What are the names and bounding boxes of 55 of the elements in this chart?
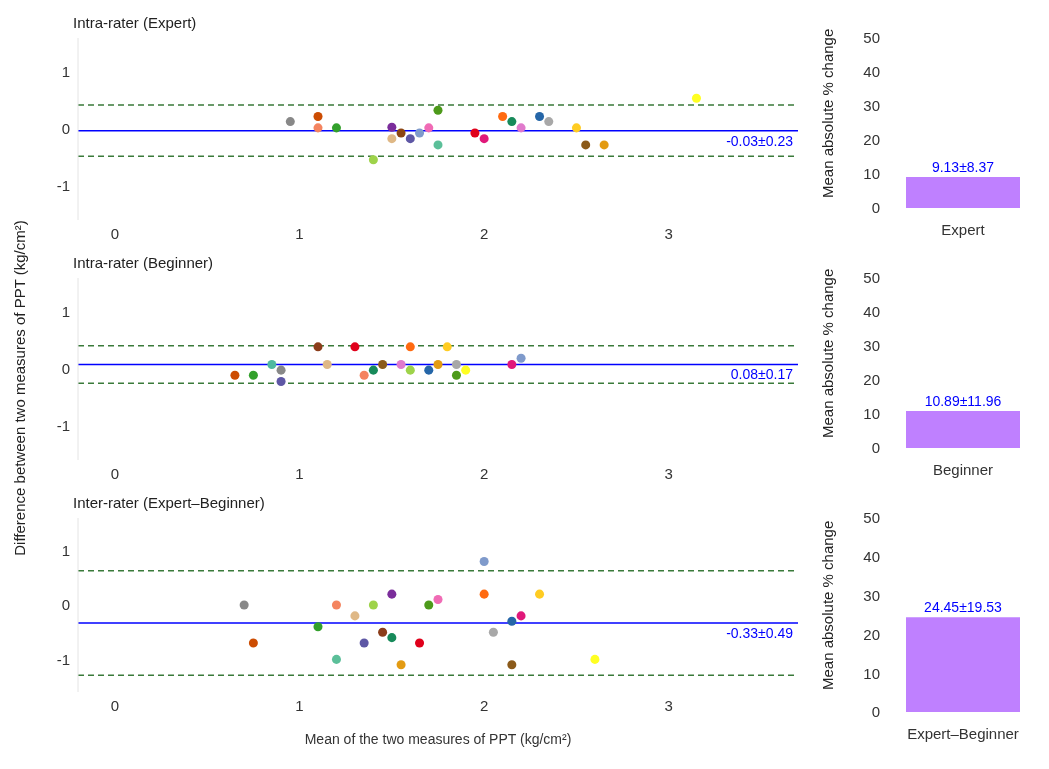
x-tick-label: 2 [479, 696, 489, 714]
y-tick-label: 1 [61, 541, 70, 559]
y-tick-label: 0 [61, 360, 70, 378]
y-axis-title: Mean absolute % change [819, 28, 837, 198]
ref-line-label: -0.03±0.23 [726, 132, 794, 149]
chart-title: Intra-rater (Expert) [73, 14, 197, 31]
y-tick-label: 40 [863, 548, 880, 566]
y-tick-label: 30 [863, 586, 880, 604]
y-tick-label: -1 [56, 650, 70, 668]
x-tick-label: 1 [295, 224, 304, 242]
y-tick-label: 50 [863, 269, 880, 287]
y-axis-title: Mean absolute % change [819, 268, 837, 438]
y-tick-label: 1 [61, 303, 70, 321]
x-tick-label: 1 [295, 464, 304, 482]
y-tick-label: 10 [863, 405, 880, 423]
y-tick-label: 0 [61, 596, 70, 614]
y-tick-label: 0 [871, 199, 880, 217]
y-tick-label: -1 [56, 177, 70, 195]
y-tick-label: 40 [863, 63, 880, 81]
y-tick-label: 40 [863, 303, 880, 321]
x-tick-label: Expert–Beginner [907, 724, 1019, 742]
x-tick-label: Beginner [932, 460, 994, 478]
y-tick-label: 30 [863, 337, 880, 355]
data-label: 24.45±19.53 [924, 599, 1003, 616]
y-tick-label: 10 [863, 664, 880, 682]
y-axis-title: Difference between two measures of PPT (kg/cm²) [10, 220, 28, 556]
data-label: 9.13±8.37 [931, 158, 995, 175]
chart-title: Inter-rater (Expert–Beginner) [73, 494, 265, 511]
y-axis-title: Mean absolute % change [819, 520, 837, 690]
data-label: 10.89±11.96 [924, 392, 1002, 409]
y-tick-label: 10 [863, 165, 880, 183]
x-tick-label: 0 [110, 464, 120, 482]
x-tick-label: 0 [110, 696, 120, 714]
y-tick-label: 0 [871, 439, 880, 457]
y-tick-label: 20 [863, 131, 880, 149]
x-tick-label: 1 [295, 696, 304, 714]
x-tick-label: 3 [664, 696, 673, 714]
x-tick-label: 3 [664, 464, 673, 482]
x-tick-label: 0 [110, 224, 120, 242]
y-tick-label: 1 [61, 63, 70, 81]
y-tick-label: 50 [863, 29, 880, 47]
y-tick-label: -1 [56, 417, 70, 435]
y-tick-label: 20 [863, 371, 880, 389]
y-tick-label: 30 [863, 97, 880, 115]
x-axis-title: Mean of the two measures of PPT (kg/cm²) [304, 731, 572, 747]
chart-title: Intra-rater (Beginner) [73, 254, 214, 271]
y-tick-label: 20 [863, 625, 880, 643]
ref-line-label: 0.08±0.17 [730, 366, 794, 383]
x-tick-label: 3 [664, 224, 673, 242]
x-tick-label: 2 [479, 224, 489, 242]
y-tick-label: 0 [61, 120, 70, 138]
y-tick-label: 50 [863, 509, 880, 527]
x-tick-label: Expert [941, 220, 986, 238]
ref-line-label: -0.33±0.49 [726, 624, 794, 641]
x-tick-label: 2 [479, 464, 489, 482]
